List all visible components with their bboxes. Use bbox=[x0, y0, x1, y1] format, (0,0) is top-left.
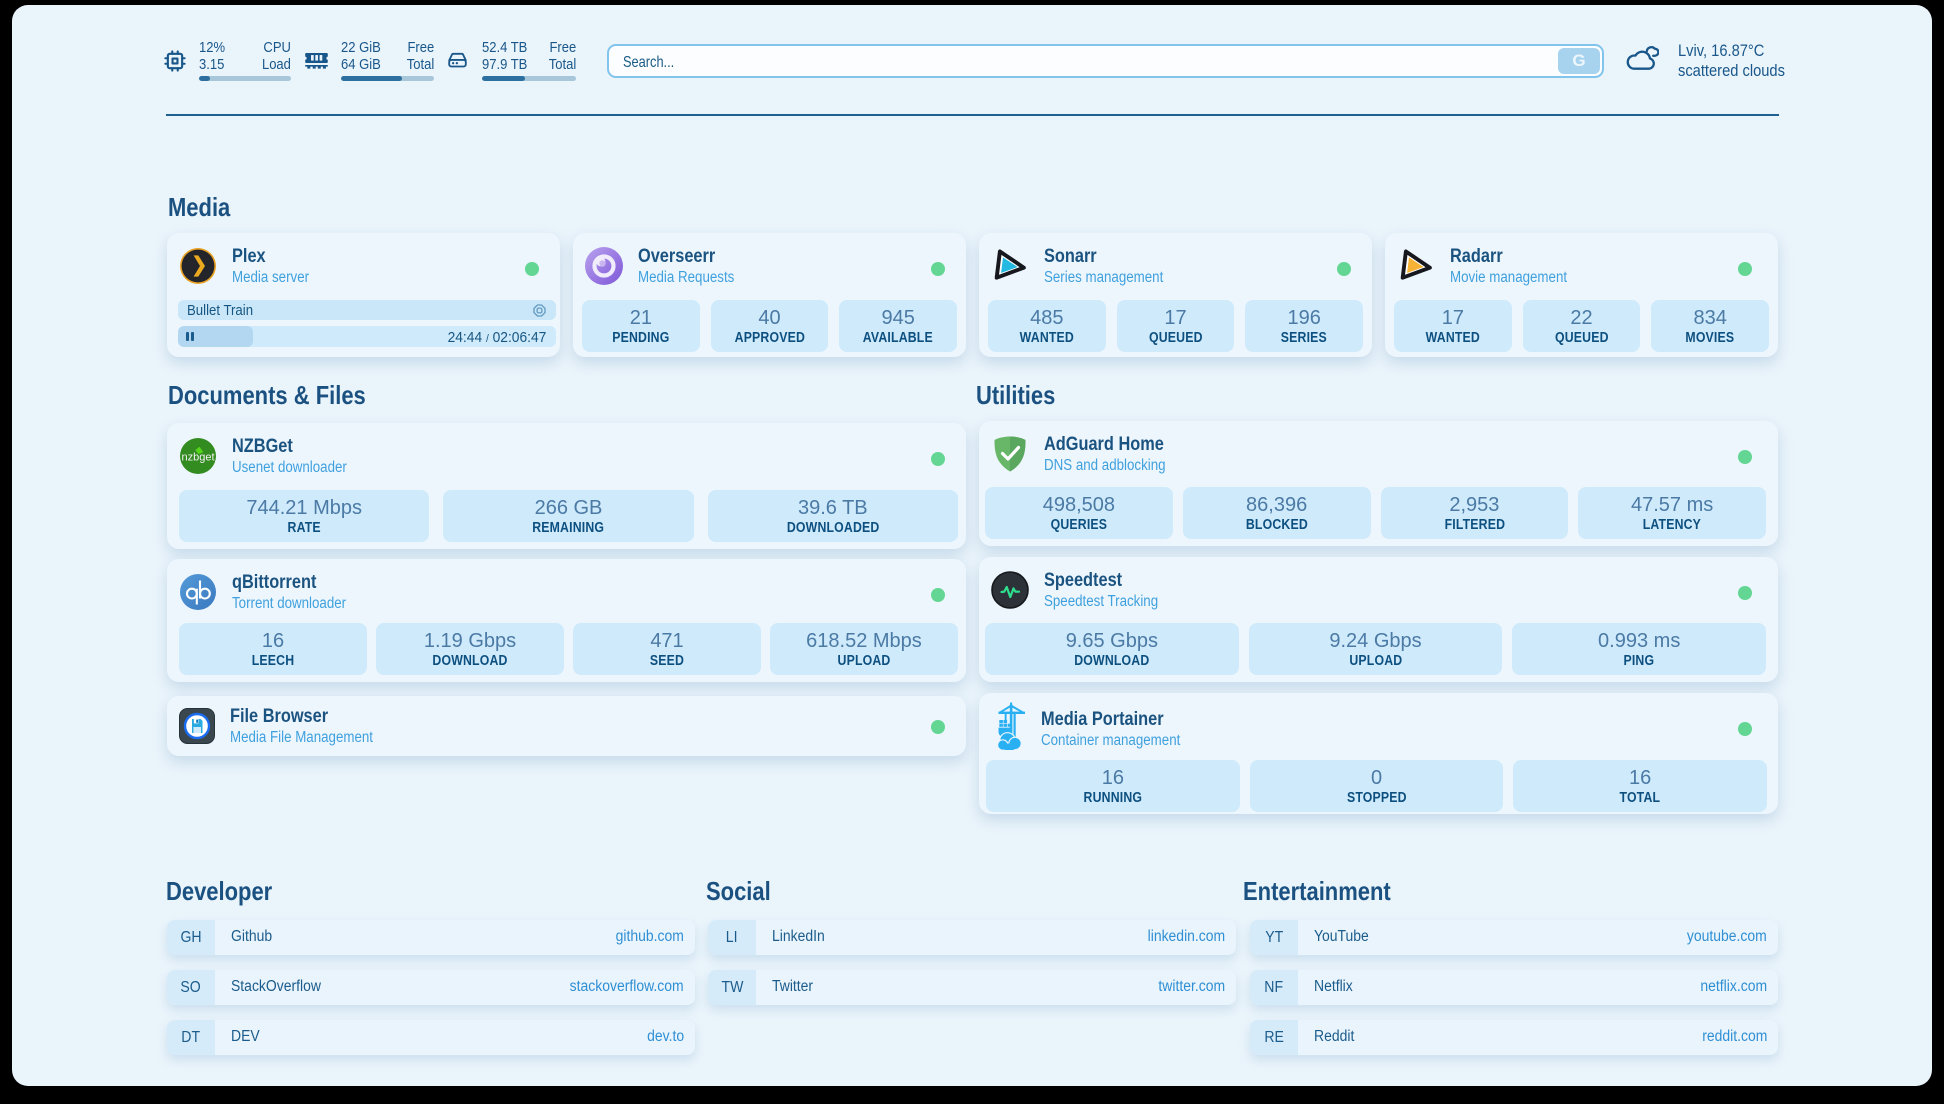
svg-text:nzbget: nzbget bbox=[182, 452, 215, 464]
